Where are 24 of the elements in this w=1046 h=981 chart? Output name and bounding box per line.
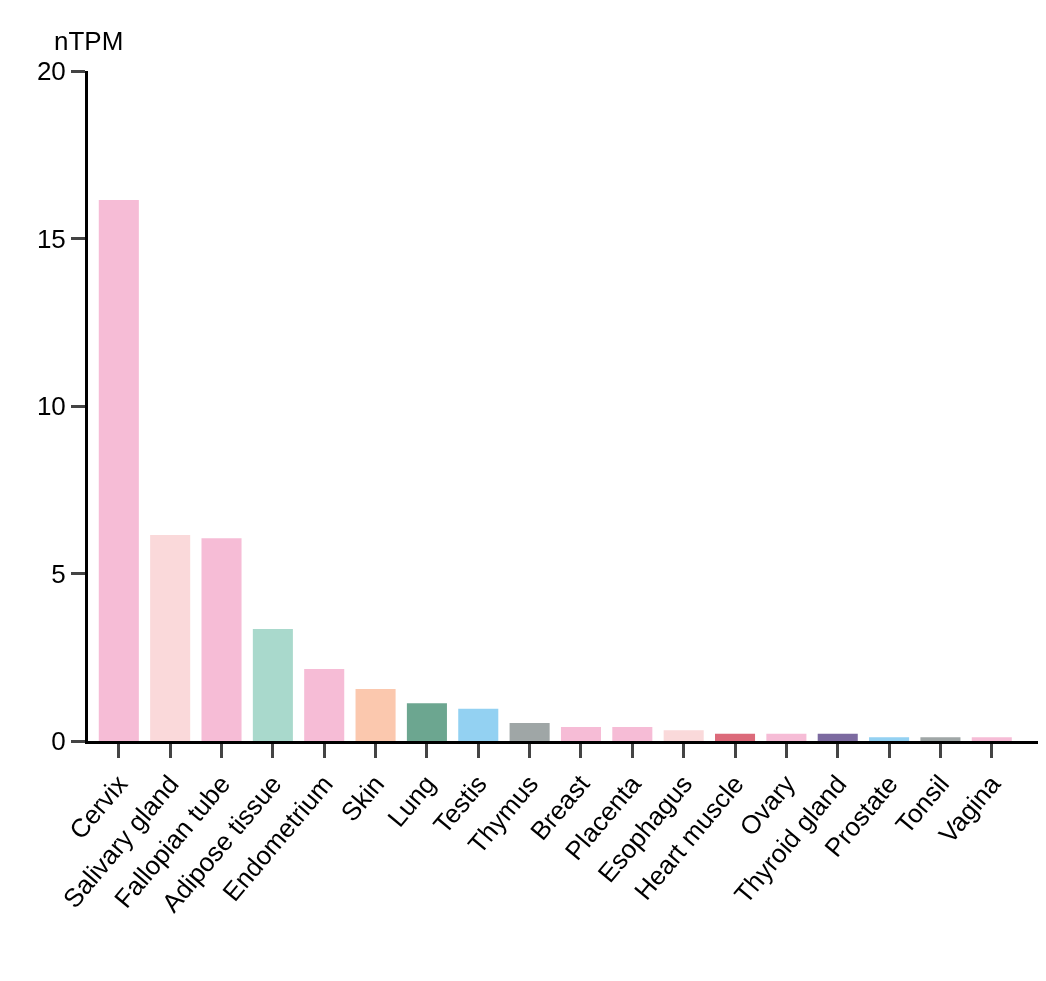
bar bbox=[869, 737, 910, 741]
bar bbox=[766, 733, 807, 741]
y-tick-label: 15 bbox=[36, 223, 66, 254]
bar bbox=[304, 668, 345, 741]
bar bbox=[560, 726, 601, 741]
bar bbox=[201, 538, 242, 741]
bar bbox=[715, 733, 756, 741]
bar bbox=[150, 534, 191, 741]
y-axis-title: nTPM bbox=[54, 26, 124, 56]
bar bbox=[612, 726, 653, 741]
y-tick-label: 5 bbox=[51, 558, 66, 589]
bar bbox=[509, 722, 550, 741]
bar bbox=[406, 703, 447, 741]
bar bbox=[98, 199, 139, 741]
bar bbox=[971, 737, 1012, 741]
y-tick-label: 0 bbox=[51, 726, 66, 757]
bar bbox=[458, 708, 499, 741]
bar bbox=[920, 737, 961, 741]
bar bbox=[252, 629, 293, 741]
bar bbox=[355, 689, 396, 741]
bar bbox=[663, 730, 704, 741]
bar bbox=[817, 733, 858, 741]
y-tick-label: 10 bbox=[36, 391, 66, 422]
y-tick-label: 20 bbox=[36, 56, 66, 87]
